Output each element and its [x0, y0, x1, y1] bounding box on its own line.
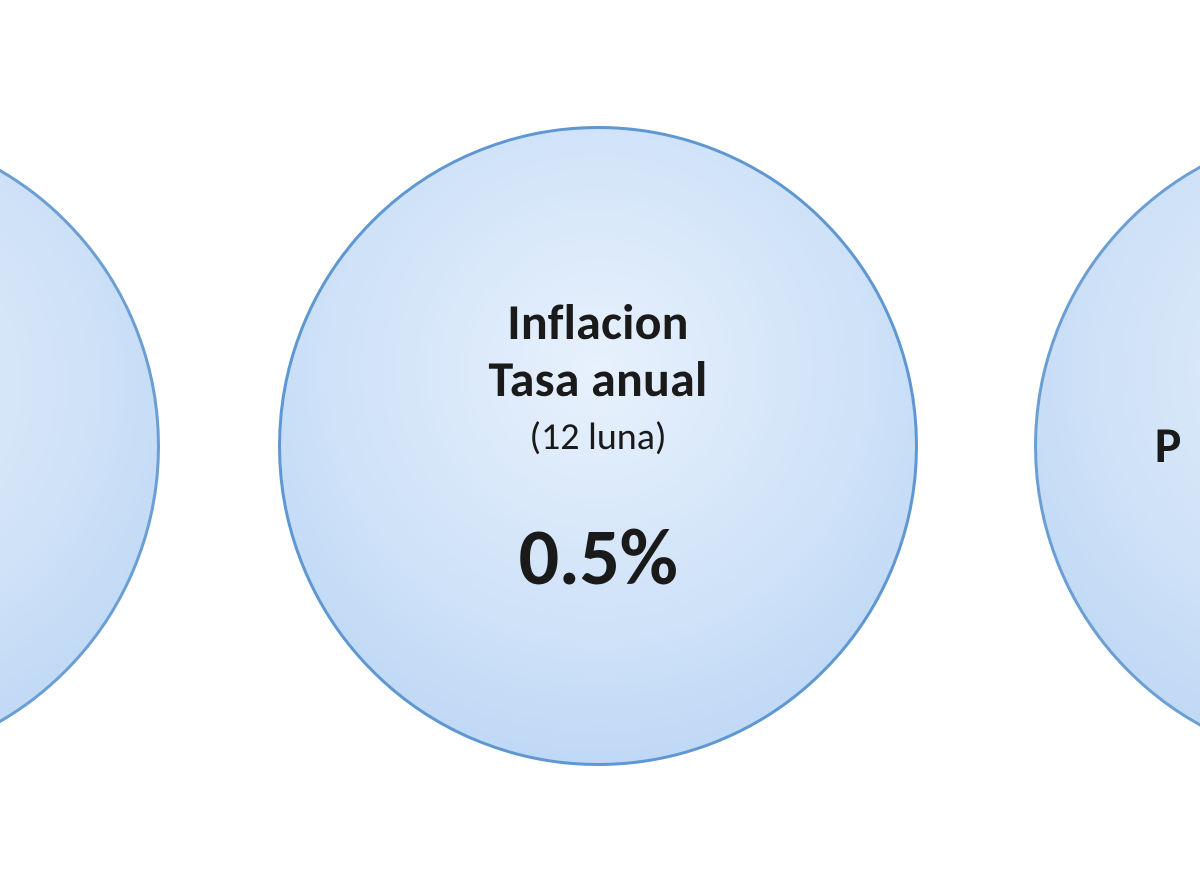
- metric-circle-center: Inflacion Tasa anual (12 luna) 0.5%: [278, 126, 918, 766]
- metric-circle-left: [0, 126, 160, 766]
- right-title-fragment: P: [1155, 417, 1182, 475]
- center-title-line1: Inflacion: [507, 294, 688, 352]
- center-value: 0.5%: [519, 518, 678, 598]
- metric-circle-right: P: [1034, 126, 1200, 766]
- center-title-line2: Tasa anual: [489, 351, 708, 409]
- center-subtitle: (12 luna): [529, 415, 666, 461]
